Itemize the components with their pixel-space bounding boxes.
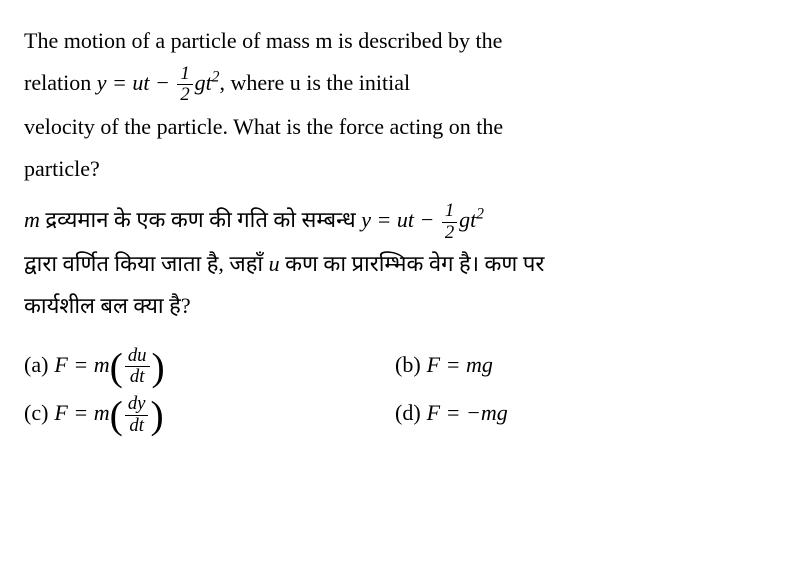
paren-right: ) [152, 345, 165, 389]
option-c: (c) F = m(dydt) [24, 389, 395, 437]
english-line2-pre: relation [24, 70, 97, 95]
option-b: (b) F = mg [395, 341, 766, 389]
option-d-label: (d) [395, 389, 421, 437]
option-a-label: (a) [24, 341, 48, 389]
fraction-dudt: dudt [125, 346, 150, 388]
option-d: (d) F = −mg [395, 389, 766, 437]
option-row-2: (c) F = m(dydt) (d) F = −mg [24, 389, 766, 437]
option-c-formula: F = m(dydt) [54, 389, 163, 437]
hindi-question: m द्रव्यमान के एक कण की गति को सम्बन्ध y… [24, 199, 766, 327]
option-b-formula: F = mg [427, 341, 493, 389]
options-container: (a) F = m(dudt) (b) F = mg (c) F = m(dyd… [24, 341, 766, 438]
hindi-u-var: u [269, 251, 280, 276]
fraction-dydt: dydt [125, 394, 149, 436]
paren-left-c: ( [110, 393, 123, 437]
formula-main: y = ut − 12gt2 [97, 70, 220, 95]
paren-right-c: ) [150, 393, 163, 437]
formula-hindi: y = ut − 12gt2 [361, 207, 484, 232]
english-line2-post: , where u is the initial [219, 70, 410, 95]
hindi-m-var: m [24, 207, 40, 232]
english-line1: The motion of a particle of mass m is de… [24, 28, 502, 53]
option-a: (a) F = m(dudt) [24, 341, 395, 389]
hindi-line3: कार्यशील बल क्या है? [24, 293, 191, 318]
english-line3: velocity of the particle. What is the fo… [24, 114, 503, 139]
option-a-formula: F = m(dudt) [54, 341, 164, 389]
option-b-label: (b) [395, 341, 421, 389]
option-row-1: (a) F = m(dudt) (b) F = mg [24, 341, 766, 389]
english-line4: particle? [24, 156, 100, 181]
option-c-label: (c) [24, 389, 48, 437]
hindi-line2-pre: द्वारा वर्णित किया जाता है, जहाँ [24, 251, 269, 276]
paren-left: ( [110, 345, 123, 389]
english-question: The motion of a particle of mass m is de… [24, 20, 766, 189]
hindi-line1: द्रव्यमान के एक कण की गति को सम्बन्ध [40, 207, 361, 232]
hindi-line2-post: कण का प्रारम्भिक वेग है। कण पर [280, 251, 545, 276]
fraction-half-hindi: 12 [442, 201, 457, 243]
fraction-half: 12 [177, 64, 192, 106]
option-d-formula: F = −mg [427, 389, 508, 437]
